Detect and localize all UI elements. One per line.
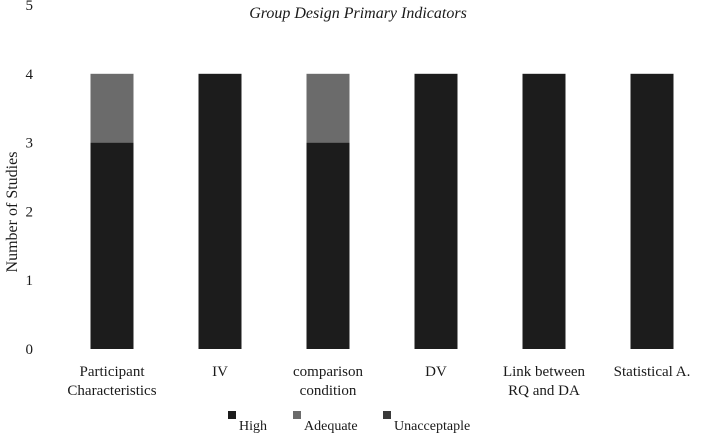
y-tick-label: 5 — [26, 0, 34, 14]
bar-segment — [306, 73, 350, 143]
bar-segment — [306, 142, 350, 349]
y-axis-ticks: 0 1 2 3 4 5 — [26, 0, 34, 358]
bars — [90, 73, 674, 350]
legend-label: High — [239, 419, 267, 434]
legend-item: Adequate — [293, 411, 358, 434]
bar-segment — [630, 73, 674, 350]
bar-segment — [522, 73, 566, 350]
y-tick-label: 2 — [26, 204, 34, 220]
y-tick-label: 3 — [26, 136, 34, 152]
y-tick-label: 4 — [26, 67, 34, 83]
legend-item: Unacceptaple — [383, 411, 470, 434]
x-tick-label: DV — [425, 364, 447, 380]
x-axis-ticks: Participant Characteristics IV comparison co… — [67, 364, 690, 399]
legend-label: Adequate — [304, 419, 358, 434]
bar-segment — [414, 73, 458, 350]
x-tick-label: IV — [212, 364, 228, 380]
x-tick-label: Statistical A. — [614, 364, 691, 380]
legend-swatch — [228, 411, 236, 419]
legend: High Adequate Unacceptaple — [228, 411, 470, 434]
bar-segment — [90, 142, 134, 349]
legend-swatch — [383, 411, 391, 419]
legend-item: High — [228, 411, 267, 434]
bar-segment — [198, 73, 242, 350]
y-tick-label: 0 — [26, 342, 34, 358]
x-tick-label: Link between RQ and DA — [503, 364, 586, 399]
x-tick-label: Participant Characteristics — [67, 364, 156, 399]
x-tick-label: comparison condition — [293, 364, 363, 399]
y-axis-title: Number of Studies — [4, 152, 21, 273]
chart-title: Group Design Primary Indicators — [249, 5, 467, 22]
legend-label: Unacceptaple — [394, 419, 470, 434]
bar-segment — [90, 73, 134, 143]
legend-swatch — [293, 411, 301, 419]
y-tick-label: 1 — [26, 273, 34, 289]
